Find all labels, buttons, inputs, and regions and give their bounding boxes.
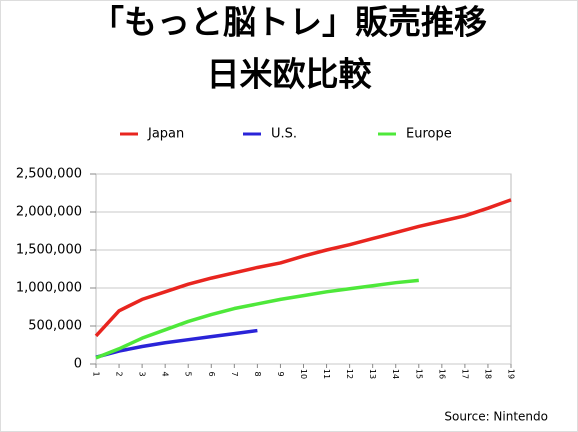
series-line — [95, 278, 419, 360]
y-tick-label: 500,000 — [28, 319, 82, 334]
x-tick-label: 5 — [184, 371, 193, 376]
x-tick-label: 12 — [345, 369, 354, 379]
y-tick-label: 2,000,000 — [16, 205, 82, 220]
y-tick-label: 2,500,000 — [16, 167, 82, 182]
legend-label: Japan — [147, 127, 184, 142]
x-tick-label: 15 — [414, 369, 423, 379]
x-tick-label: 9 — [276, 371, 285, 376]
chart-title: 日米欧比較 — [207, 55, 373, 94]
x-tick-label: 16 — [437, 369, 446, 379]
source-note: Source: Nintendo — [444, 410, 548, 424]
plot-area — [95, 173, 512, 365]
x-tick-label: 2 — [115, 371, 124, 376]
series-line — [94, 198, 512, 338]
x-tick-label: 11 — [322, 369, 331, 379]
y-tick-label: 1,000,000 — [16, 281, 82, 296]
x-tick-label: 3 — [138, 371, 147, 376]
x-tick-label: 13 — [368, 369, 377, 379]
x-tick-label: 7 — [230, 371, 239, 376]
chart-title: 「もっと脳トレ」販売推移 — [91, 3, 487, 42]
x-tick-label: 10 — [299, 369, 308, 379]
x-tick-label: 17 — [460, 369, 469, 379]
legend-label: U.S. — [271, 127, 297, 142]
x-tick-label: 14 — [391, 369, 400, 379]
legend-label: Europe — [406, 127, 452, 142]
x-tick-label: 4 — [161, 371, 170, 376]
x-tick-label: 1 — [92, 371, 101, 376]
series-line — [95, 328, 258, 359]
x-tick-label: 6 — [207, 371, 216, 376]
x-tick-label: 8 — [253, 371, 262, 376]
y-tick-label: 0 — [74, 357, 82, 372]
y-tick-label: 1,500,000 — [16, 243, 82, 258]
x-tick-label: 18 — [483, 369, 492, 379]
x-tick-label: 19 — [507, 369, 516, 379]
